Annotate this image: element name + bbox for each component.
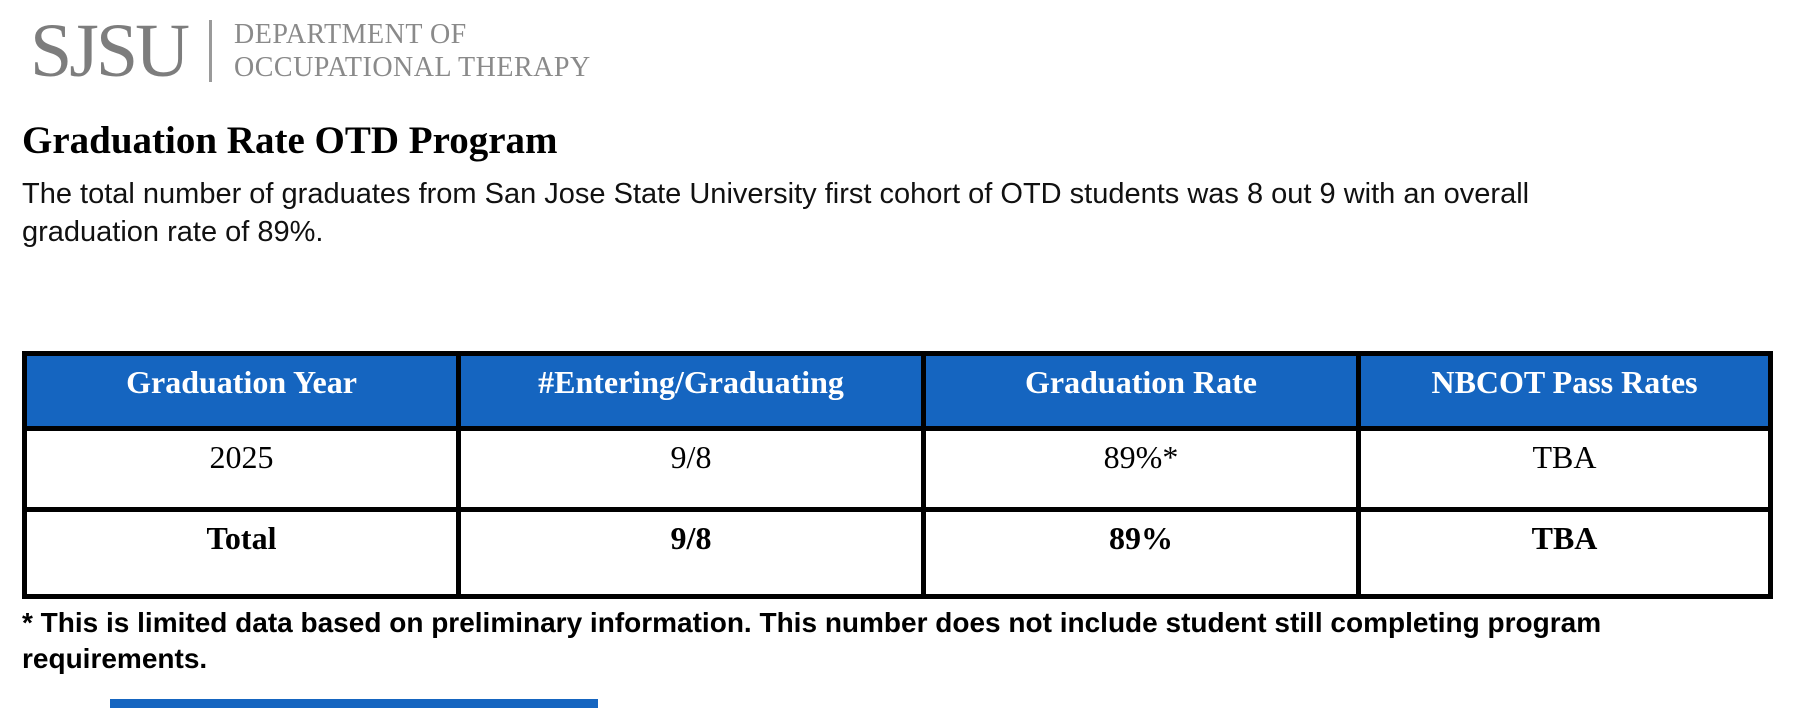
cell-year: 2025	[22, 426, 461, 512]
cell-entering-graduating: 9/8	[456, 426, 926, 512]
page-title: Graduation Rate OTD Program	[22, 119, 558, 162]
sjsu-logo[interactable]: SJSU DEPARTMENT OF OCCUPATIONAL THERAPY	[30, 12, 1800, 90]
footnote-text: * This is limited data based on prelimin…	[22, 607, 1602, 674]
cell-total-entering-graduating: 9/8	[456, 507, 926, 599]
graduation-rate-table: Graduation Year #Entering/Graduating Gra…	[22, 351, 1773, 599]
partial-next-table-header	[110, 699, 598, 708]
sjsu-wordmark: SJSU	[30, 8, 190, 93]
table-header-row: Graduation Year #Entering/Graduating Gra…	[22, 351, 1773, 431]
col-header-nbcot-pass-rates: NBCOT Pass Rates	[1356, 351, 1773, 431]
cell-graduation-rate: 89%*	[921, 426, 1361, 512]
intro-text: The total number of graduates from San J…	[22, 178, 1530, 248]
cell-nbcot: TBA	[1356, 426, 1773, 512]
logo-department-line1: DEPARTMENT OF	[234, 19, 467, 50]
logo-divider	[209, 20, 212, 82]
otd-graduation-page: SJSU DEPARTMENT OF OCCUPATIONAL THERAPY …	[0, 12, 1800, 708]
col-header-entering-graduating: #Entering/Graduating	[456, 351, 926, 431]
col-header-graduation-rate: Graduation Rate	[921, 351, 1361, 431]
cell-total-label: Total	[22, 507, 461, 599]
cell-total-graduation-rate: 89%	[921, 507, 1361, 599]
table-row-2025: 2025 9/8 89%* TBA	[22, 426, 1773, 512]
logo-department-name: DEPARTMENT OF OCCUPATIONAL THERAPY	[234, 18, 591, 84]
table-row-total: Total 9/8 89% TBA	[22, 507, 1773, 599]
cell-total-nbcot: TBA	[1356, 507, 1773, 599]
col-header-graduation-year: Graduation Year	[22, 351, 461, 431]
logo-department-line2: OCCUPATIONAL THERAPY	[234, 52, 591, 83]
